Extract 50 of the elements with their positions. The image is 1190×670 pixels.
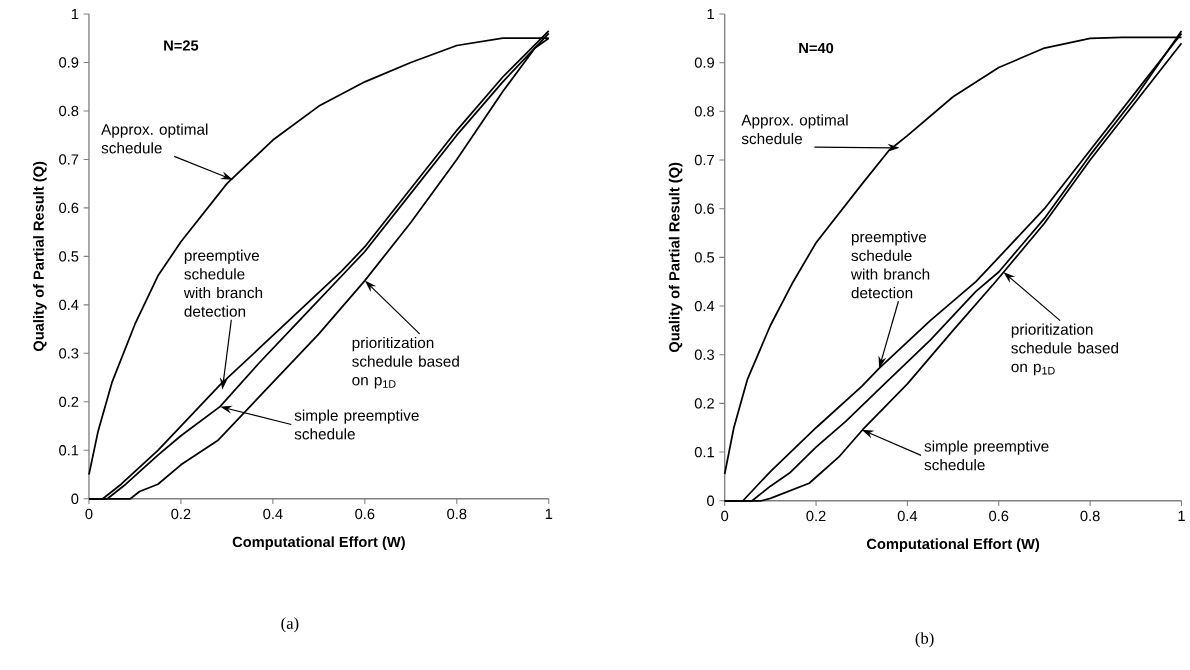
y-tick-label: 0 xyxy=(707,495,715,507)
annotation: preemptive schedule with branch detection xyxy=(850,231,930,299)
y-tick-label: 0 xyxy=(71,493,79,505)
y-tick-label: 0.8 xyxy=(694,106,714,117)
annotation: Approx. optimal schedule xyxy=(741,114,848,145)
y-tick-label: 0.1 xyxy=(694,447,714,458)
y-tick-label: 0.9 xyxy=(59,57,79,68)
x-tick-label: 0.6 xyxy=(989,510,1009,522)
y-tick-label: 0.6 xyxy=(694,203,714,215)
text: N=40 xyxy=(799,43,834,54)
y-tick-label: 0.5 xyxy=(694,252,715,263)
x-tick-label: 0.4 xyxy=(263,508,283,520)
y-tick-label: 0.4 xyxy=(694,301,715,312)
y-tick-label: 0.8 xyxy=(59,105,79,117)
y-axis-title: Quality of Partial Result (Q) xyxy=(33,161,47,352)
x-tick-label: 0 xyxy=(85,508,93,520)
text: N=25 xyxy=(164,40,199,51)
text: (b) xyxy=(915,632,934,648)
y-tick-label: 0.3 xyxy=(694,349,714,361)
text: (a) xyxy=(281,617,299,633)
y-tick-label: 0.2 xyxy=(59,396,79,408)
x-tick-label: 0 xyxy=(721,510,729,522)
x-tick-label: 1 xyxy=(1178,510,1185,522)
y-tick-label: 0.2 xyxy=(694,398,714,409)
annotation: prioritization schedule based on p$_{1D}$ xyxy=(352,337,459,389)
x-tick-label: 0.8 xyxy=(1080,510,1100,522)
y-tick-label: 0.9 xyxy=(694,57,714,69)
x-tick-label: 0.2 xyxy=(806,510,826,522)
y-tick-label: 0.7 xyxy=(59,154,79,165)
x-tick-label: 0.4 xyxy=(897,510,918,522)
y-tick-label: 1 xyxy=(71,9,79,20)
x-axis-title: Computational Effort (W) xyxy=(866,538,1040,553)
y-tick-label: 0.6 xyxy=(59,202,79,214)
annotation: simple preemptive schedule xyxy=(294,409,419,440)
y-tick-label: 0.3 xyxy=(59,348,79,359)
y-tick-label: 1 xyxy=(707,9,714,20)
x-axis-title: Computational Effort (W) xyxy=(232,536,405,551)
x-tick-label: 0.2 xyxy=(171,508,191,520)
annotation: simple preemptive schedule xyxy=(924,440,1049,471)
y-axis-title: Quality of Partial Result (Q) xyxy=(668,162,683,353)
annotation: preemptive schedule with branch detection xyxy=(183,249,263,317)
y-tick-label: 0.7 xyxy=(694,155,714,166)
y-tick-label: 0.4 xyxy=(59,299,79,311)
x-tick-label: 1 xyxy=(545,508,553,520)
annotation: Approx. optimal schedule xyxy=(101,123,208,154)
y-tick-label: 0.1 xyxy=(59,445,79,456)
x-tick-label: 0.6 xyxy=(355,508,375,520)
y-tick-label: 0.5 xyxy=(59,251,79,262)
x-tick-label: 0.8 xyxy=(447,508,467,520)
annotation: prioritization schedule based on p$_{1D}$ xyxy=(1011,323,1119,376)
